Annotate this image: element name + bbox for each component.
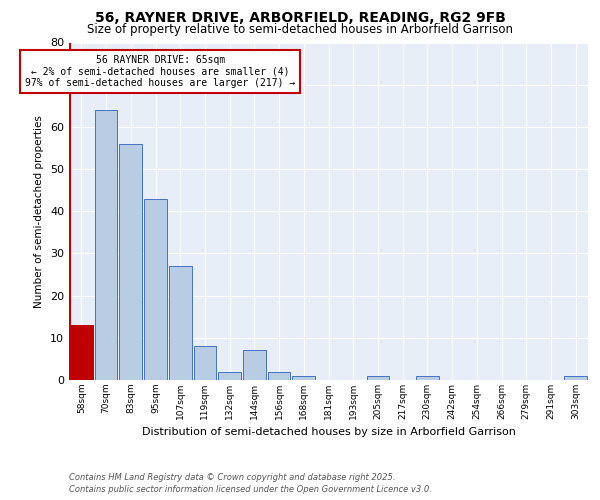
Bar: [268, 372, 290, 380]
Bar: [95, 110, 118, 380]
Text: 56, RAYNER DRIVE, ARBORFIELD, READING, RG2 9FB: 56, RAYNER DRIVE, ARBORFIELD, READING, R…: [95, 11, 505, 25]
Bar: [243, 350, 266, 380]
Bar: [194, 346, 216, 380]
Bar: [416, 376, 439, 380]
Bar: [70, 325, 93, 380]
Text: 56 RAYNER DRIVE: 65sqm
← 2% of semi-detached houses are smaller (4)
97% of semi-: 56 RAYNER DRIVE: 65sqm ← 2% of semi-deta…: [25, 55, 296, 88]
Bar: [292, 376, 315, 380]
Y-axis label: Number of semi-detached properties: Number of semi-detached properties: [34, 115, 44, 308]
Bar: [564, 376, 587, 380]
Text: Size of property relative to semi-detached houses in Arborfield Garrison: Size of property relative to semi-detach…: [87, 22, 513, 36]
Bar: [169, 266, 191, 380]
Bar: [144, 198, 167, 380]
X-axis label: Distribution of semi-detached houses by size in Arborfield Garrison: Distribution of semi-detached houses by …: [142, 428, 515, 438]
Bar: [119, 144, 142, 380]
Text: Contains public sector information licensed under the Open Government Licence v3: Contains public sector information licen…: [69, 485, 432, 494]
Bar: [218, 372, 241, 380]
Bar: [367, 376, 389, 380]
Text: Contains HM Land Registry data © Crown copyright and database right 2025.: Contains HM Land Registry data © Crown c…: [69, 472, 395, 482]
